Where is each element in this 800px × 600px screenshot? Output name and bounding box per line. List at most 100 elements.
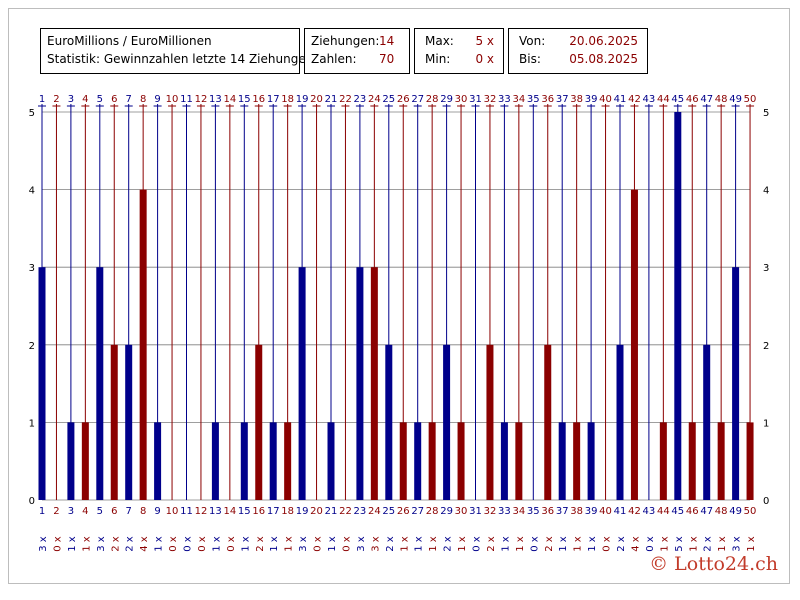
bottom-category-label: 12: [195, 506, 208, 517]
bottom-category-label: 30: [455, 506, 468, 517]
top-category-label: 43: [643, 94, 656, 105]
count-label: 2 x: [385, 536, 396, 552]
top-category-label: 3: [68, 94, 74, 105]
count-label: 0 x: [341, 536, 352, 552]
top-category-label: 6: [111, 94, 117, 105]
y-tick-label: 0: [763, 496, 769, 507]
top-category-label: 15: [238, 94, 251, 105]
bar: [110, 344, 118, 500]
bottom-category-label: 18: [281, 506, 294, 517]
count-label: 3 x: [732, 536, 743, 552]
bottom-category-label: 33: [498, 506, 511, 517]
top-category-label: 1: [39, 94, 45, 105]
bottom-category-label: 29: [440, 506, 453, 517]
count-label: 3 x: [356, 536, 367, 552]
bottom-category-label: 40: [599, 506, 612, 517]
bar: [616, 344, 624, 500]
top-category-label: 49: [729, 94, 742, 105]
bottom-category-label: 7: [126, 506, 132, 517]
bottom-category-label: 49: [729, 506, 742, 517]
y-tick-label: 3: [29, 263, 35, 274]
bottom-category-label: 26: [397, 506, 410, 517]
top-category-label: 37: [556, 94, 569, 105]
bottom-category-label: 4: [82, 506, 88, 517]
bar: [125, 344, 133, 500]
count-label: 0 x: [602, 536, 613, 552]
bar: [399, 422, 407, 500]
bottom-category-label: 6: [111, 506, 117, 517]
count-label: 2 x: [544, 536, 555, 552]
bottom-category-label: 41: [614, 506, 627, 517]
bottom-category-label: 15: [238, 506, 251, 517]
top-category-label: 29: [440, 94, 453, 105]
count-label: 0 x: [529, 536, 540, 552]
top-category-label: 38: [570, 94, 583, 105]
y-tick-label: 3: [763, 263, 769, 274]
bar: [154, 422, 162, 500]
bar: [457, 422, 465, 500]
bottom-category-label: 27: [411, 506, 424, 517]
count-label: 2 x: [703, 536, 714, 552]
top-category-label: 44: [657, 94, 670, 105]
top-category-label: 36: [541, 94, 554, 105]
bar: [414, 422, 422, 500]
date-range-box: Von: 20.06.2025 Bis: 05.08.2025: [508, 28, 648, 74]
top-category-label: 33: [498, 94, 511, 105]
bar: [81, 422, 89, 500]
count-label: 1 x: [67, 536, 78, 552]
bottom-category-label: 9: [154, 506, 160, 517]
bottom-category-label: 48: [715, 506, 728, 517]
count-label: 2 x: [443, 536, 454, 552]
top-category-label: 50: [744, 94, 757, 105]
top-category-label: 2: [53, 94, 59, 105]
chart-title: EuroMillions / EuroMillionen: [47, 34, 212, 48]
min-label: Min:: [425, 52, 451, 66]
bar: [38, 267, 46, 500]
top-category-label: 35: [527, 94, 540, 105]
bar: [500, 422, 508, 500]
bottom-category-label: 20: [310, 506, 323, 517]
bar: [659, 422, 667, 500]
count-label: 1 x: [428, 536, 439, 552]
count-label: 0 x: [645, 536, 656, 552]
top-category-label: 24: [368, 94, 381, 105]
bottom-category-label: 5: [97, 506, 103, 517]
bar: [67, 422, 75, 500]
top-category-label: 7: [126, 94, 132, 105]
count-label: 2 x: [616, 536, 627, 552]
top-category-label: 26: [397, 94, 410, 105]
min-value: 0 x: [475, 52, 494, 66]
bar: [428, 422, 436, 500]
count-label: 2 x: [110, 536, 121, 552]
bar: [443, 344, 451, 500]
count-label: 0 x: [168, 536, 179, 552]
bottom-category-label: 28: [426, 506, 439, 517]
y-tick-label: 2: [763, 341, 769, 352]
top-category-label: 30: [455, 94, 468, 105]
bottom-category-label: 38: [570, 506, 583, 517]
top-category-label: 22: [339, 94, 352, 105]
bottom-category-label: 46: [686, 506, 699, 517]
top-category-label: 9: [154, 94, 160, 105]
bar: [573, 422, 581, 500]
bar: [703, 344, 711, 500]
max-min-box: Max: 5 x Min: 0 x: [414, 28, 504, 74]
top-category-label: 31: [469, 94, 482, 105]
top-category-label: 5: [97, 94, 103, 105]
count-label: 2 x: [255, 536, 266, 552]
count-label: 1 x: [327, 536, 338, 552]
top-category-label: 19: [296, 94, 309, 105]
bottom-category-label: 36: [541, 506, 554, 517]
bottom-category-label: 23: [354, 506, 367, 517]
count-label: 1 x: [81, 536, 92, 552]
bar: [240, 422, 248, 500]
bottom-category-label: 3: [68, 506, 74, 517]
count-label: 0 x: [183, 536, 194, 552]
count-label: 1 x: [688, 536, 699, 552]
count-label: 3 x: [370, 536, 381, 552]
top-category-label: 32: [484, 94, 497, 105]
y-tick-label: 5: [29, 108, 35, 119]
bar: [139, 189, 147, 500]
ziehungen-value: 14: [379, 34, 395, 48]
count-label: 1 x: [659, 536, 670, 552]
